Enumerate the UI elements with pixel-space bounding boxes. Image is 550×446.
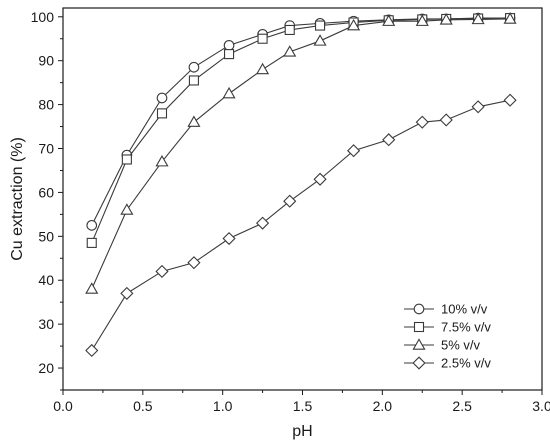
data-point-square [284,24,295,36]
legend-label: 7.5% v/v [441,320,491,335]
legend: 10% v/v 7.5% v/v 5% v/v 2.5% v/v [404,302,491,371]
x-axis-title: pH [292,423,312,440]
y-tick-label: 80 [38,97,54,113]
data-point-diamond [439,113,453,127]
data-point-triangle [503,12,517,24]
data-point-diamond [85,343,99,358]
data-point-diamond [347,144,361,158]
data-point-triangle [283,45,297,57]
x-tick-label: 0.5 [133,398,153,414]
y-tick-label: 20 [38,360,54,376]
data-point-diamond [283,194,297,208]
data-point-diamond [415,115,429,129]
y-tick-label: 40 [38,272,54,288]
data-point-diamond [313,172,327,186]
series-line [91,17,511,244]
x-tick-label: 1.5 [293,398,313,414]
x-tick-label: 2.5 [452,398,472,414]
y-tick-label: 30 [38,316,54,332]
y-axis-title: Cu extraction (%) [9,137,26,261]
x-tick-label: 0.0 [53,398,73,414]
legend-item: 2.5% v/v [404,356,491,371]
series-diamond [85,93,517,358]
data-point-circle [188,61,200,73]
legend-label: 5% v/v [441,338,481,353]
data-point-square [188,75,199,86]
legend-marker-square [413,321,425,333]
data-point-triangle [382,14,396,26]
data-point-square [257,33,268,44]
legend-marker-diamond [412,356,426,370]
data-point-diamond [256,216,270,230]
data-point-square [121,154,132,165]
data-point-diamond [187,256,201,270]
data-point-diamond [471,100,485,114]
data-point-circle [86,219,98,231]
legend-label: 10% v/v [441,302,488,317]
x-tick-label: 2.0 [373,398,393,414]
data-point-diamond [382,133,396,147]
legend-item: 5% v/v [404,338,481,353]
series-square [86,13,516,248]
data-point-triangle [120,203,134,215]
series-line [91,18,511,290]
legend-label: 2.5% v/v [441,356,491,371]
data-point-triangle [187,115,201,127]
legend-item: 7.5% v/v [404,320,491,335]
y-tick-label: 90 [38,53,54,69]
data-point-triangle [85,282,99,294]
data-point-diamond [120,286,134,300]
data-point-triangle [313,34,327,46]
data-point-triangle [415,14,429,26]
y-tick-label: 60 [38,184,54,200]
data-point-triangle [471,12,485,25]
legend-marker-circle [413,303,425,315]
data-point-circle [156,92,168,104]
data-point-triangle [222,86,236,99]
data-point-square [315,20,326,31]
data-point-triangle [256,62,270,75]
data-point-square [224,49,235,60]
data-point-diamond [155,264,169,279]
legend-item: 10% v/v [404,302,488,317]
x-tick-label: 1.0 [213,398,233,414]
data-point-circle [223,39,235,51]
y-tick-label: 100 [31,9,55,25]
data-point-diamond [222,231,236,246]
x-tick-label: 3.0 [532,398,550,414]
data-point-square [86,237,97,248]
data-point-diamond [503,93,517,107]
data-point-triangle [439,13,453,25]
y-tick-label: 70 [38,141,54,157]
data-point-square [156,108,168,119]
data-point-triangle [155,154,169,167]
y-tick-label: 50 [38,228,54,244]
series-triangle [85,12,517,294]
data-point-triangle [347,18,361,31]
legend-marker-triangle [412,338,426,350]
